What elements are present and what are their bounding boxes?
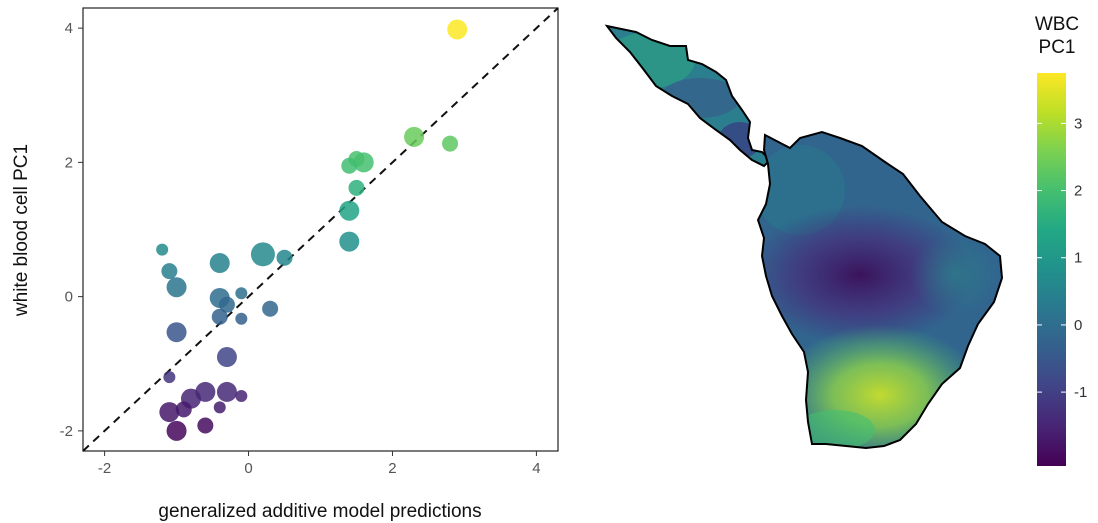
data-point — [339, 200, 360, 221]
scatter-panel: -2 0 2 4 -2 0 2 4 generalized additive model p… — [11, 7, 559, 522]
data-point — [235, 389, 248, 402]
south-america-map — [756, 130, 1004, 450]
data-point — [216, 347, 237, 368]
data-point — [159, 402, 180, 423]
data-point — [235, 312, 248, 325]
map-panel — [604, 24, 1004, 450]
data-point — [276, 249, 293, 266]
y-tick-label: 0 — [65, 289, 73, 306]
data-point — [166, 322, 187, 343]
data-point — [341, 157, 358, 174]
data-point — [163, 371, 176, 384]
colorbar-ticks: 3 2 1 0 -1 — [1037, 115, 1087, 401]
data-point — [218, 296, 235, 313]
x-tick-label: 2 — [388, 460, 396, 477]
central-america-outline — [604, 24, 772, 168]
y-axis-title: white blood cell PC1 — [11, 144, 32, 317]
south-america-outline — [756, 130, 1004, 450]
y-tick-label: -2 — [60, 423, 73, 440]
data-point — [216, 381, 237, 402]
plot-frame — [82, 7, 559, 452]
colorbar-tick-label: 2 — [1074, 183, 1082, 200]
data-point — [197, 417, 214, 434]
y-tick-label: 2 — [65, 154, 73, 171]
data-point — [339, 231, 360, 252]
colorbar-tick-label: 3 — [1074, 115, 1082, 132]
x-tick-label: 4 — [532, 460, 540, 477]
data-point — [235, 287, 248, 300]
data-point — [156, 243, 169, 256]
x-axis-title: generalized additive model predictions — [158, 501, 481, 522]
points-layer — [156, 19, 468, 441]
x-tick-label: -2 — [98, 460, 111, 477]
data-point — [250, 242, 275, 267]
data-point — [166, 277, 187, 298]
colorbar-tick-label: 0 — [1074, 317, 1082, 334]
data-point — [213, 401, 226, 414]
data-point — [211, 308, 228, 325]
data-point — [348, 179, 365, 196]
color-legend: WBC PC1 3 2 1 0 -1 — [1035, 14, 1087, 466]
legend-title-line1: WBC — [1035, 14, 1079, 35]
data-point — [447, 19, 468, 40]
legend-title-line2: PC1 — [1039, 37, 1076, 58]
data-point — [166, 420, 187, 441]
central-america-map — [604, 24, 772, 168]
y-tick-label: 4 — [65, 20, 73, 37]
colorbar-tick-label: 1 — [1074, 250, 1082, 267]
data-point — [209, 253, 230, 274]
x-axis-ticks: -2 0 2 4 — [98, 451, 541, 477]
colorbar-tick-label: -1 — [1074, 384, 1087, 401]
data-point — [404, 126, 425, 147]
data-point — [442, 135, 459, 152]
data-point — [262, 300, 279, 317]
data-point — [161, 263, 178, 280]
x-tick-label: 0 — [244, 460, 252, 477]
data-point — [175, 401, 192, 418]
y-axis-ticks: -2 0 2 4 — [60, 20, 83, 440]
colorbar — [1037, 73, 1066, 466]
identity-line — [82, 7, 559, 452]
